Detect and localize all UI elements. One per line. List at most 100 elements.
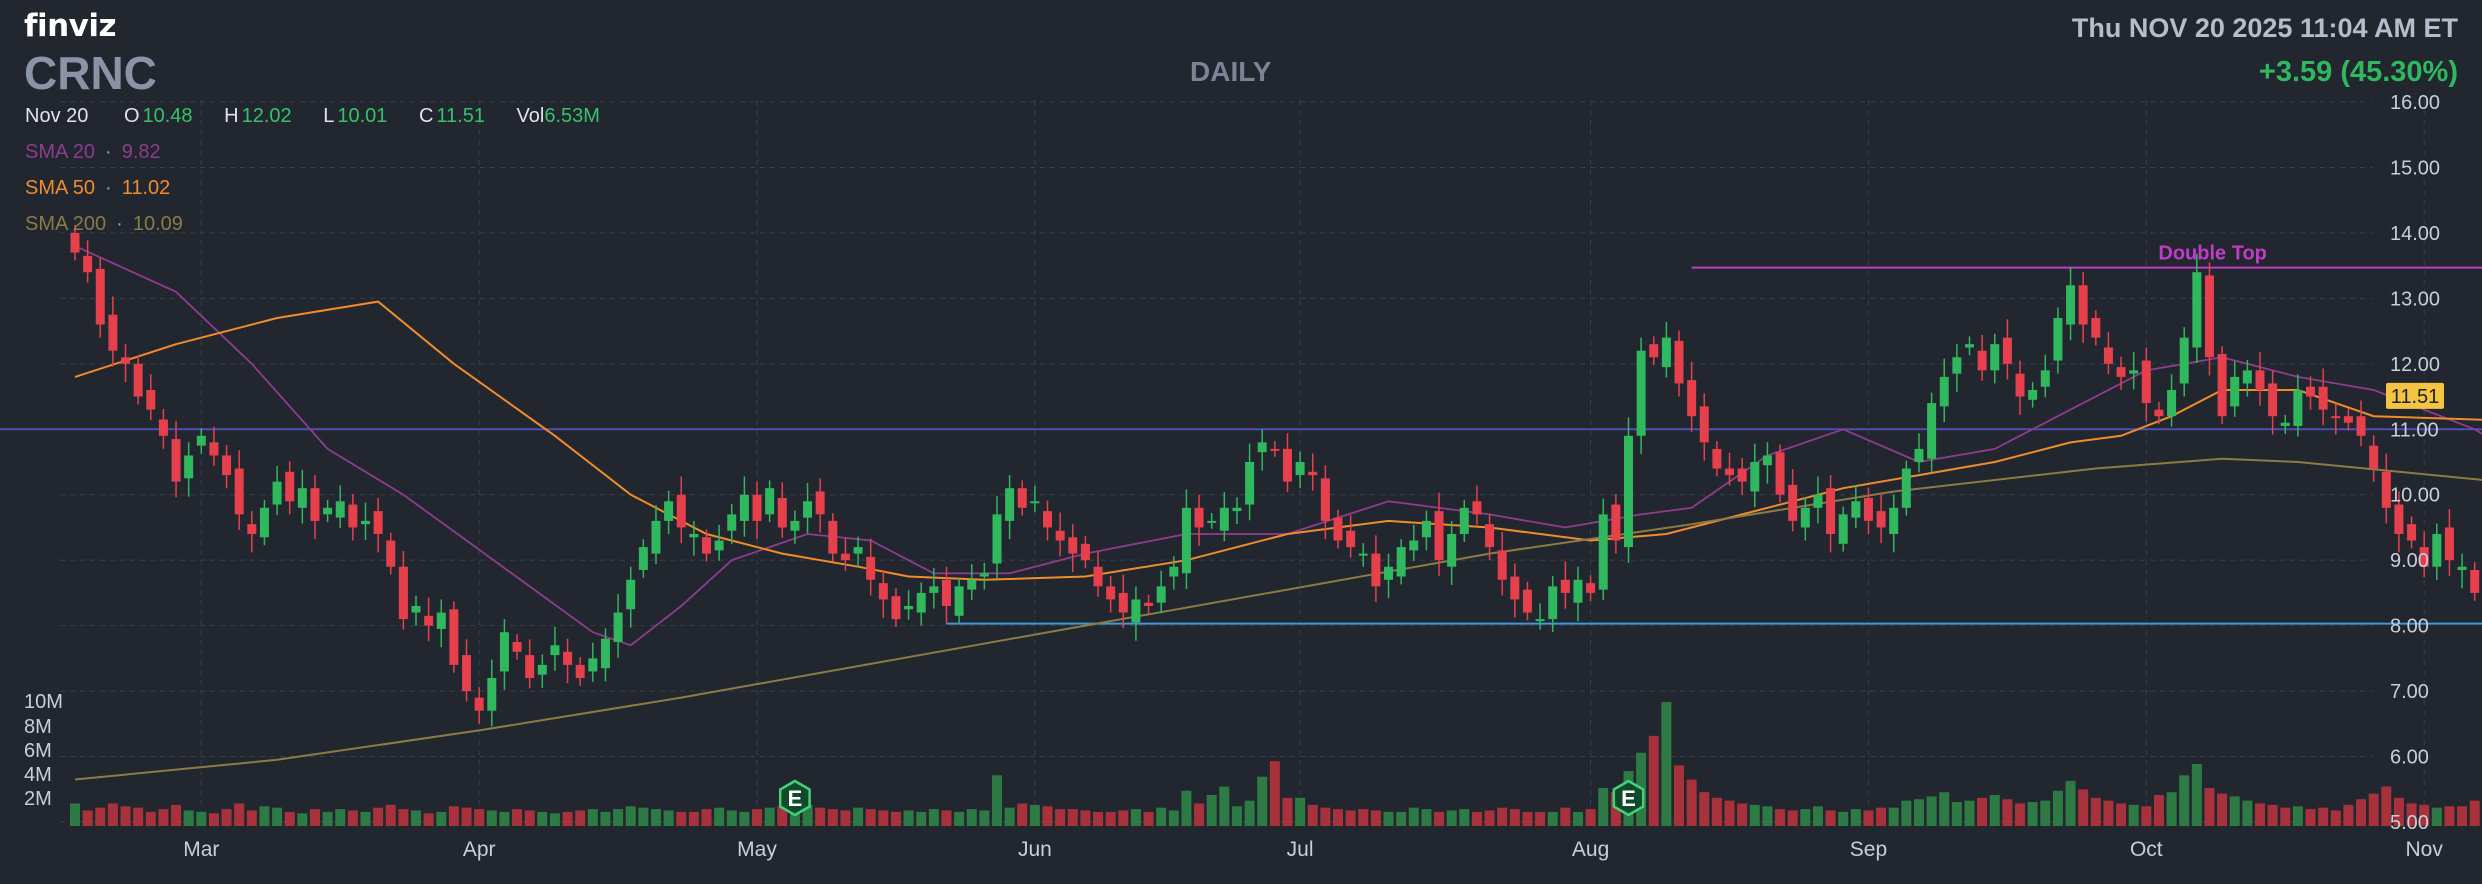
volume-bar <box>941 810 952 826</box>
candle-body <box>979 573 989 577</box>
volume-bar <box>2217 793 2228 826</box>
candle-body <box>108 314 118 351</box>
volume-bar <box>1699 792 1710 826</box>
candle-body <box>95 268 105 325</box>
candle-body <box>638 547 648 570</box>
volume-bar <box>2254 803 2265 826</box>
candle <box>1649 336 1659 366</box>
volume-bar <box>2090 797 2101 826</box>
volume-bar <box>954 811 965 826</box>
volume-bar <box>1850 809 1861 826</box>
close-label: C <box>418 105 434 127</box>
candle <box>2217 346 2227 425</box>
candle <box>474 687 484 724</box>
earnings-marker[interactable]: E <box>1612 779 1645 817</box>
volume-bar <box>70 803 80 826</box>
candle-body <box>1194 507 1204 528</box>
sma50-name: SMA 50 <box>25 177 96 199</box>
volume-bar <box>1711 797 1722 826</box>
candle <box>2154 401 2164 425</box>
candle-body <box>2381 471 2391 508</box>
volume-bar <box>322 811 333 826</box>
volume-bar <box>802 804 813 826</box>
volume-bar <box>1977 797 1988 826</box>
candle-body <box>1485 524 1495 548</box>
candle-body <box>2419 547 2429 567</box>
candle-body <box>2255 370 2265 390</box>
candle-body <box>1649 344 1659 358</box>
candle-body <box>1623 435 1633 548</box>
volume-bar <box>663 810 674 826</box>
candle <box>1611 494 1621 554</box>
sma20-legend[interactable]: SMA 20 · 9.82 <box>25 141 161 163</box>
sma50-legend[interactable]: SMA 50 · 11.02 <box>25 177 171 199</box>
candle <box>2432 523 2442 580</box>
candle <box>967 564 977 601</box>
candle <box>1447 520 1457 586</box>
volume-bar <box>1029 804 1040 826</box>
candle-body <box>272 481 282 505</box>
candle <box>1788 469 1798 532</box>
candle <box>1068 524 1078 572</box>
candle <box>803 482 813 534</box>
candle-body <box>1434 511 1444 561</box>
candle-body <box>2192 272 2202 348</box>
volume-bar <box>739 811 750 826</box>
candle-body <box>1358 553 1368 556</box>
earnings-markers: EEE <box>778 779 1645 817</box>
price-tick-label: 5.00 <box>2390 812 2429 834</box>
candle <box>689 520 699 556</box>
volume-bar <box>916 811 927 826</box>
candle <box>525 639 535 689</box>
volume-bar <box>2027 802 2038 826</box>
candle-body <box>1914 448 1924 462</box>
candle <box>1674 330 1684 397</box>
candle <box>234 450 244 531</box>
candle <box>386 532 396 575</box>
volume-bar <box>2457 806 2468 826</box>
candle <box>146 374 156 421</box>
candle <box>1219 492 1229 542</box>
candle <box>1093 551 1103 597</box>
volume-bar <box>234 803 245 826</box>
volume-bar <box>2368 793 2379 826</box>
candle-body <box>83 255 93 273</box>
volume-bar <box>827 809 838 826</box>
candle-body <box>1788 484 1798 521</box>
candle <box>1333 509 1343 549</box>
candle-body <box>2293 390 2303 426</box>
price-tick-label: 14.00 <box>2390 223 2440 245</box>
candle <box>1661 321 1671 378</box>
candle <box>2318 368 2328 426</box>
candle <box>1005 475 1015 540</box>
month-label: Jul <box>1287 838 1314 861</box>
candle <box>866 538 876 596</box>
low-label: L <box>323 105 335 127</box>
volume-bar <box>2431 807 2442 826</box>
volume-bar <box>1737 803 1748 826</box>
candle <box>259 499 269 546</box>
candle <box>411 595 421 626</box>
volume-bar <box>1812 806 1823 826</box>
candle <box>550 626 560 671</box>
candle-body <box>2217 354 2227 417</box>
candle-body <box>1093 566 1103 587</box>
candle-body <box>2204 275 2214 358</box>
candle-body <box>1270 448 1280 451</box>
month-label: Jun <box>1018 838 1052 861</box>
candle <box>600 628 610 682</box>
candle <box>95 258 105 338</box>
candle-body <box>2053 318 2063 361</box>
candle <box>2002 319 2012 380</box>
earnings-marker[interactable]: E <box>778 779 811 817</box>
sma200-legend[interactable]: SMA 200 · 10.09 <box>25 213 183 235</box>
candle <box>563 638 573 684</box>
candle-body <box>2470 570 2480 593</box>
candle <box>2129 352 2139 390</box>
candle-body <box>1308 471 1318 476</box>
candle <box>1598 498 1608 601</box>
finviz-logo[interactable]: finviz <box>24 8 117 44</box>
candle <box>941 566 951 625</box>
candle <box>1927 392 1937 472</box>
